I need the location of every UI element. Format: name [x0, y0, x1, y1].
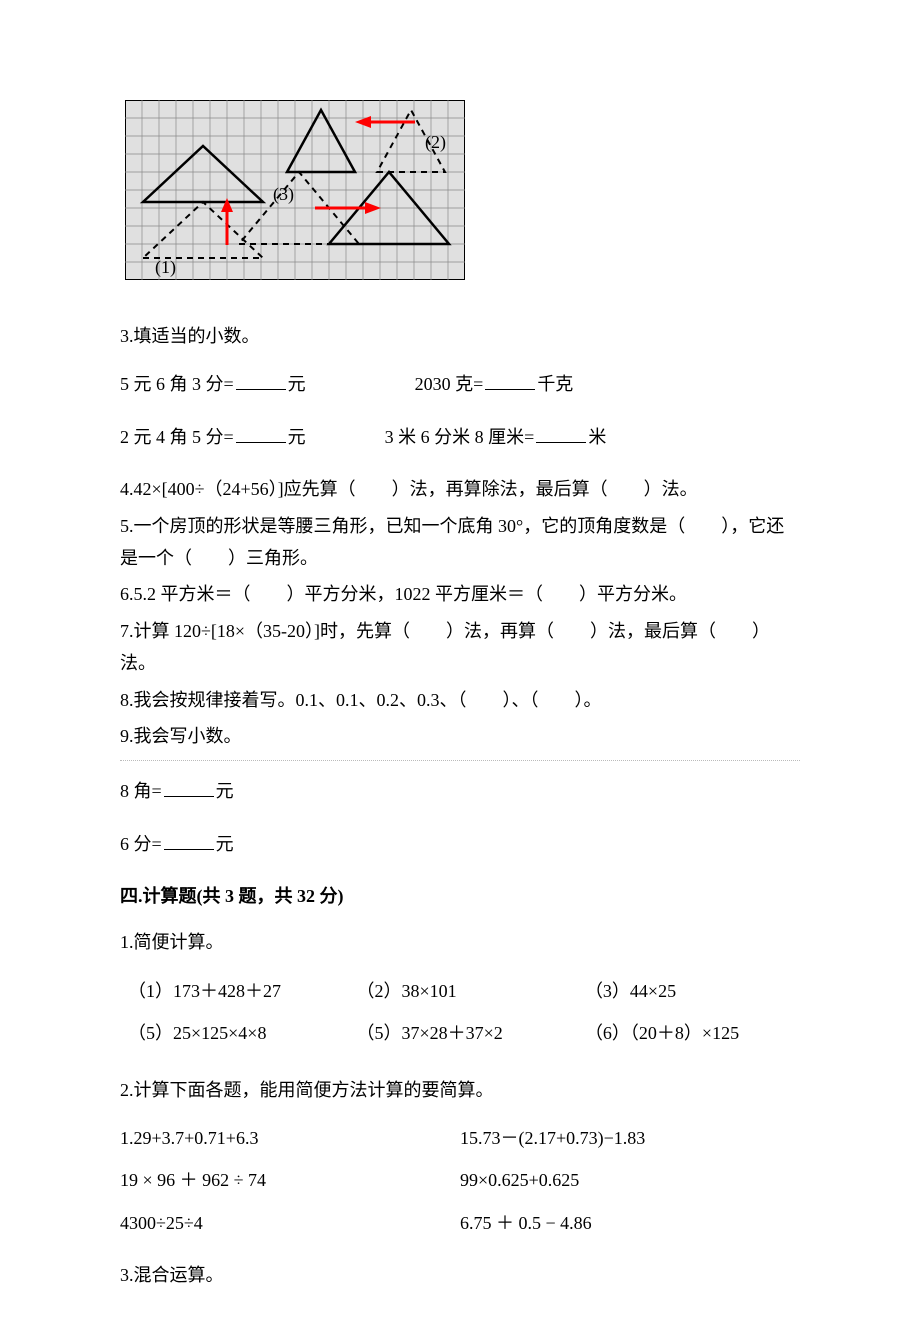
q5-text: 5.一个房顶的形状是等腰三角形，已知一个底角 30°，它的顶角度数是（ ），它还…: [120, 510, 800, 575]
q3-r2b-blank[interactable]: [536, 423, 586, 443]
calc2-r1a: 1.29+3.7+0.71+6.3: [120, 1122, 460, 1154]
q9-title: 9.我会写小数。: [120, 720, 800, 752]
s4-sub2-title: 2.计算下面各题，能用简便方法计算的要简算。: [120, 1074, 800, 1106]
calc-6: （6）（20＋8）×125: [585, 1017, 800, 1049]
calc-2: （2）38×101: [356, 975, 584, 1007]
q9-r2-pre: 6 分=: [120, 834, 162, 854]
fig-label-1: (1): [155, 257, 176, 278]
q3-r1b-blank[interactable]: [485, 371, 535, 391]
q4-text: 4.42×[400÷（24+56）]应先算（ ）法，再算除法，最后算（ ）法。: [120, 473, 800, 505]
q3-r2a-pre: 2 元 4 角 5 分=: [120, 427, 234, 447]
q3-title: 3.填适当的小数。: [120, 320, 800, 352]
q9-r1-suf: 元: [216, 781, 234, 801]
s4-sub1-title: 1.简便计算。: [120, 926, 800, 958]
q8-text: 8.我会按规律接着写。0.1、0.1、0.2、0.3、（ ）、（ ）。: [120, 684, 800, 716]
calc2-r2b: 99×0.625+0.625: [460, 1164, 800, 1196]
calc2-r1b: 15.73－(2.17+0.73)−1.83: [460, 1122, 800, 1154]
q3-r2b-suf: 米: [588, 427, 606, 447]
calc2-r3b: 6.75 ＋ 0.5 − 4.86: [460, 1207, 800, 1239]
q3-r1a-suf: 元: [288, 374, 306, 394]
calc2-r2a: 19 × 96 ＋ 962 ÷ 74: [120, 1164, 460, 1196]
calc-5: （5）37×28＋37×2: [356, 1017, 584, 1049]
q3-r1b-suf: 千克: [537, 374, 573, 394]
q3-r2a-blank[interactable]: [236, 423, 286, 443]
fig-label-2: (2): [425, 132, 446, 153]
calc-1: （1）173＋428＋27: [128, 975, 356, 1007]
q3-r1a-pre: 5 元 6 角 3 分=: [120, 374, 234, 394]
fig-label-3: (3): [273, 184, 294, 205]
grid-diagram: (1) (2) (3): [125, 100, 465, 280]
q9-r1-blank[interactable]: [164, 778, 214, 798]
q9-r2-blank[interactable]: [164, 830, 214, 850]
s4-sub3-title: 3.混合运算。: [120, 1259, 800, 1291]
calc2-r3a: 4300÷25÷4: [120, 1207, 460, 1239]
q3-r1b-pre: 2030 克=: [415, 374, 484, 394]
q3-r1a-blank[interactable]: [236, 371, 286, 391]
q3-r2b-pre: 3 米 6 分米 8 厘米=: [385, 427, 535, 447]
q6-text: 6.5.2 平方米＝（ ）平方分米，1022 平方厘米＝（ ）平方分米。: [120, 578, 800, 610]
dotted-separator: [120, 760, 800, 761]
q7-text: 7.计算 120÷[18×（35‐20）]时，先算（ ）法，再算（ ）法，最后算…: [120, 615, 800, 680]
q9-r1-pre: 8 角=: [120, 781, 162, 801]
q3-r2a-suf: 元: [288, 427, 306, 447]
translation-figure: (1) (2) (3): [125, 100, 800, 280]
calc-4: （5）25×125×4×8: [128, 1017, 356, 1049]
section4-title: 四.计算题(共 3 题，共 32 分): [120, 880, 800, 912]
calc-3: （3）44×25: [585, 975, 800, 1007]
q9-r2-suf: 元: [216, 834, 234, 854]
